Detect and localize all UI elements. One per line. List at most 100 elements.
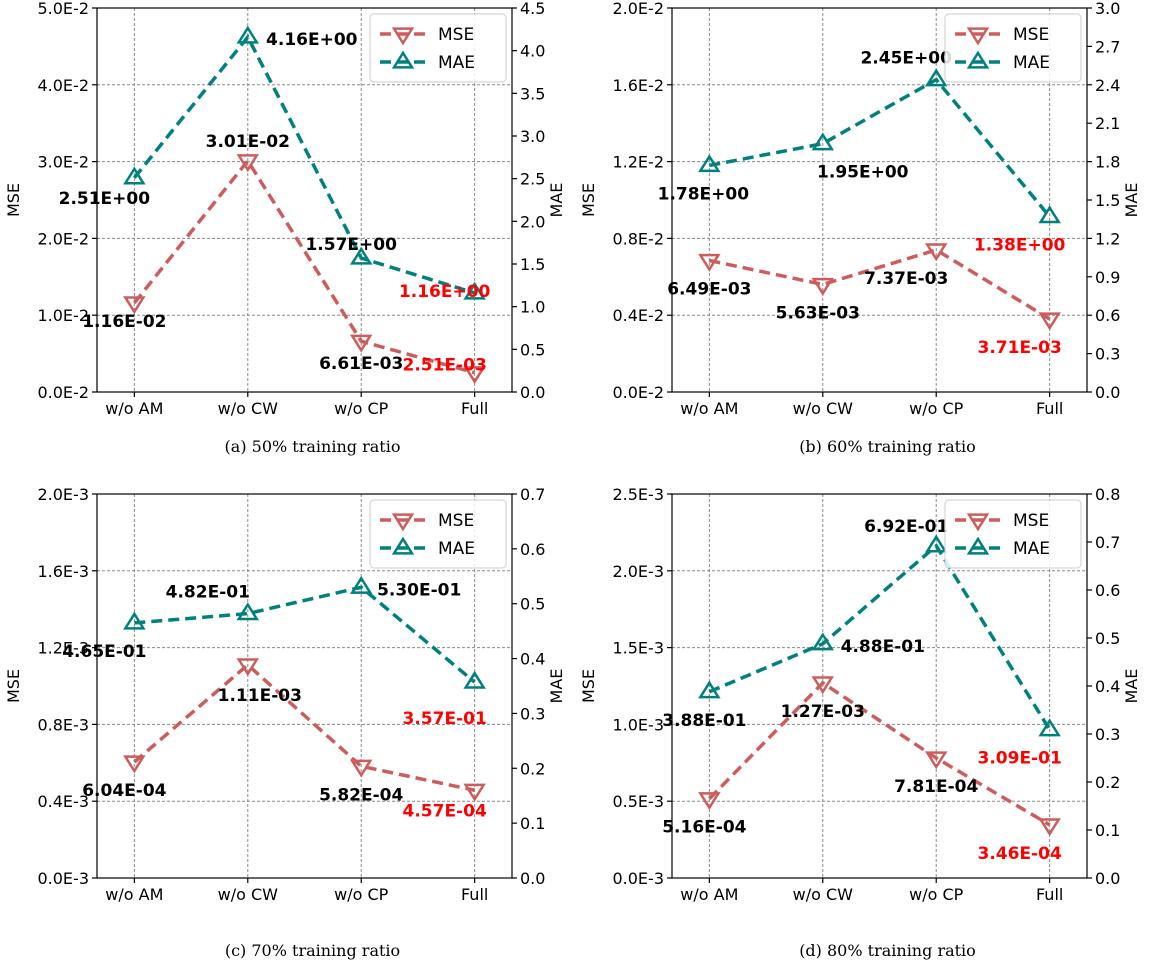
y-tick-label: 1.6E-2 (612, 76, 664, 95)
point-mse (123, 296, 146, 315)
y2-tick-label: 2.7 (1095, 37, 1120, 56)
y2-tick-label: 0.2 (520, 759, 545, 778)
x-tick-label: w/o CP (909, 399, 964, 418)
data-label-mae: 2.51E+00 (59, 189, 151, 209)
legend: MSE MAE (944, 13, 1082, 83)
legend-label-mse: MSE (438, 511, 474, 531)
legend-box (369, 499, 507, 569)
x-tick-label: w/o AM (105, 885, 163, 904)
legend-label-mae: MAE (438, 539, 475, 559)
point-mae (811, 132, 835, 151)
panel-caption: (c) 70% training ratio (225, 941, 400, 960)
data-label-mse: 5.63E-03 (776, 303, 860, 323)
y-tick-label: 2.5E-3 (612, 485, 664, 504)
y-tick-label: 0.8E-2 (612, 229, 664, 248)
legend: MSE MAE (944, 499, 1082, 569)
point-mse (463, 366, 486, 385)
data-label-mse: 6.49E-03 (667, 279, 751, 299)
legend: MSE MAE (369, 13, 507, 83)
y-tick-label: 5.0E-2 (37, 0, 89, 18)
y-axis-label: MSE (579, 669, 598, 703)
point-mae (1038, 718, 1061, 737)
point-mae (123, 166, 146, 185)
x-tick-label: w/o CW (218, 399, 279, 418)
point-mse (463, 783, 486, 802)
y-tick-label: 0.5E-3 (612, 792, 664, 811)
panel-caption: (a) 50% training ratio (225, 437, 401, 456)
data-label-mse: 4.57E-04 (403, 801, 487, 821)
data-label-mse: 6.04E-04 (82, 781, 166, 801)
y2-tick-label: 0.5 (1095, 629, 1120, 648)
y-axis-label: MSE (579, 183, 598, 217)
x-tick-label: Full (461, 885, 488, 904)
legend-label-mae: MAE (1013, 539, 1050, 559)
legend-label-mae: MAE (438, 53, 475, 73)
legend-marker-mae (391, 50, 415, 69)
legend-marker-mse (391, 27, 415, 46)
data-label-mae: 1.16E+00 (399, 282, 491, 302)
series-line-mse (708, 680, 1051, 827)
y-tick-label: 0.4E-3 (37, 792, 89, 811)
y-tick-label: 4.0E-2 (37, 76, 89, 95)
point-mse (924, 243, 948, 262)
y-tick-label: 1.0E-2 (37, 306, 89, 325)
data-label-mse: 3.71E-03 (978, 338, 1062, 358)
data-label-mse: 5.16E-04 (662, 818, 746, 838)
data-label-mae: 3.88E-01 (662, 711, 746, 731)
y2-tick-label: 0.5 (520, 595, 545, 614)
point-mse (1038, 312, 1061, 331)
y2-tick-label: 1.5 (1095, 191, 1120, 210)
data-label-mae: 1.95E+00 (817, 163, 909, 183)
legend-marker-mae (966, 50, 990, 69)
x-tick-label: w/o CP (909, 885, 964, 904)
x-tick-label: w/o CP (334, 399, 389, 418)
chart-panel-2: 0.0E-2 0.4E-2 0.8E-2 1.2E-2 1.6E-2 2.0E-2 0.0 0… (579, 0, 1141, 456)
data-label-mse: 1.11E-03 (218, 686, 302, 706)
y2-tick-label: 1.0 (520, 298, 545, 317)
chart-panel-3: 0.0E-3 0.4E-3 0.8E-3 1.2E-3 1.6E-3 2.0E-3 0.0 0… (4, 485, 566, 960)
plot-frame (96, 7, 513, 393)
point-mae (924, 534, 948, 553)
y-tick-label: 3.0E-2 (37, 153, 89, 172)
y-tick-label: 1.2E-3 (37, 639, 89, 658)
data-label-mae: 1.57E+00 (305, 235, 397, 255)
point-mse (811, 277, 835, 296)
data-label-mse: 6.61E-03 (319, 354, 403, 374)
point-mse (349, 334, 373, 353)
y2-axis-label: MAE (1122, 183, 1141, 218)
y2-axis-label: MAE (547, 183, 566, 218)
y-tick-label: 1.0E-3 (612, 715, 664, 734)
y-tick-label: 2.0E-3 (612, 562, 664, 581)
point-mae (698, 680, 721, 699)
data-label-mae: 2.45E+00 (860, 49, 952, 69)
series-line-mae (134, 585, 476, 684)
y2-axis-label: MAE (547, 669, 566, 704)
series-line-mae (132, 33, 476, 295)
y2-tick-label: 1.5 (520, 255, 545, 274)
legend-label-mse: MSE (1013, 511, 1049, 531)
point-mae (924, 68, 948, 87)
point-mse (698, 792, 721, 811)
y2-tick-label: 4.5 (520, 0, 545, 18)
y2-tick-label: 0.6 (1095, 306, 1120, 325)
legend-marker-mse (391, 513, 415, 532)
legend-box (369, 13, 507, 83)
series-line-mse (708, 248, 1051, 321)
y2-tick-label: 2.4 (1095, 76, 1120, 95)
data-label-mae: 4.16E+00 (266, 30, 358, 50)
legend-marker-mae (966, 536, 990, 555)
y2-tick-label: 0.7 (520, 485, 545, 504)
data-label-mse: 5.82E-04 (319, 785, 403, 805)
legend-box (944, 499, 1082, 569)
series-line-mae (709, 77, 1051, 218)
y2-tick-label: 0.9 (1095, 268, 1120, 287)
y2-tick-label: 2.0 (520, 212, 545, 231)
y2-tick-label: 0.3 (520, 704, 545, 723)
data-label-mae: 4.65E-01 (62, 642, 146, 662)
data-label-mse: 1.27E-03 (781, 702, 865, 722)
x-tick-label: w/o AM (105, 399, 163, 418)
legend-marker-mae (391, 536, 415, 555)
y2-tick-label: 3.0 (1095, 0, 1120, 18)
y2-tick-label: 2.5 (520, 170, 545, 189)
